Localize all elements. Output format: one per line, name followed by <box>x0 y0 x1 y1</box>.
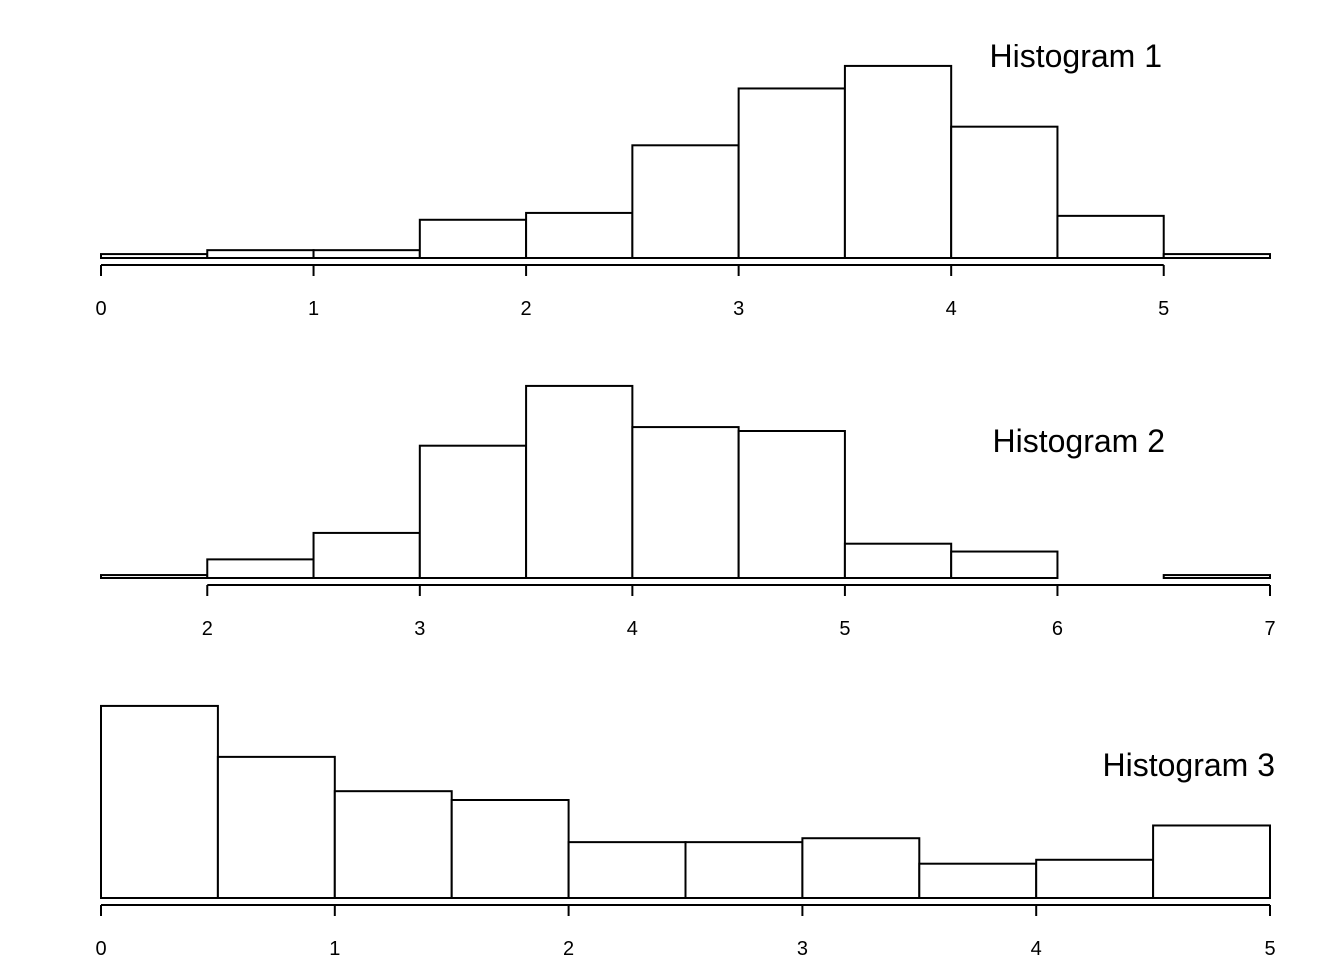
chart-title: Histogram 2 <box>993 423 1166 459</box>
bar-3-3 <box>333 790 453 899</box>
histogram-panel-1: 0 1 2 3 4 5 Histogram 1 <box>95 38 1272 320</box>
bar-1-6 <box>631 144 740 259</box>
histogram-panel-2: 2 3 4 5 6 7 Histogram 2 <box>100 384 1276 640</box>
bar-2-1 <box>100 574 209 579</box>
bar-2-9 <box>950 550 1059 579</box>
x-tick-label: 7 <box>1264 618 1275 640</box>
x-tick-label: 5 <box>839 618 850 640</box>
x-tick-label: 1 <box>308 298 319 320</box>
x-tick-label: 0 <box>95 938 106 960</box>
bar-3-9 <box>1035 858 1155 900</box>
bar-2-5 <box>525 384 634 580</box>
x-tick-label: 2 <box>521 298 532 320</box>
bar-3-10 <box>1152 824 1271 899</box>
x-tick-label: 2 <box>563 938 574 960</box>
bar-1-8 <box>843 64 953 259</box>
x-tick-label: 3 <box>797 938 808 960</box>
bar-2-4 <box>418 444 528 580</box>
bar-1-3 <box>312 249 421 260</box>
chart-title: Histogram 3 <box>1103 747 1276 783</box>
bar-3-8 <box>918 862 1038 900</box>
x-tick-label: 0 <box>95 298 106 320</box>
bar-2-8 <box>843 542 953 580</box>
bar-2-11 <box>1162 574 1272 579</box>
x-tick-label: 1 <box>329 938 340 960</box>
bar-2-2 <box>206 558 315 580</box>
bar-1-11 <box>1162 253 1272 260</box>
histogram-panels: 0 1 2 3 4 5 Histogram 1 2 3 4 5 6 7 Histogram 2 0 1 2 3 4 5… <box>95 38 1276 960</box>
x-tick-label: 3 <box>414 618 425 640</box>
bar-1-5 <box>525 211 634 259</box>
x-tick-label: 6 <box>1052 618 1063 640</box>
bar-3-7 <box>801 837 921 899</box>
bar-3-4 <box>450 799 570 899</box>
bar-1-2 <box>206 249 315 260</box>
bar-1-10 <box>1056 214 1165 259</box>
bar-2-7 <box>737 430 846 579</box>
bar-1-4 <box>418 218 528 259</box>
bar-3-2 <box>216 755 336 899</box>
x-tick-label: 4 <box>1031 938 1042 960</box>
bar-3-6 <box>684 841 804 900</box>
bar-3-5 <box>567 841 687 900</box>
bar-2-6 <box>631 426 740 579</box>
histogram-panel-3: 0 1 2 3 4 5 Histogram 3 <box>95 704 1276 960</box>
x-tick-label: 5 <box>1264 938 1275 960</box>
chart-title: Histogram 1 <box>990 38 1163 74</box>
x-tick-label: 5 <box>1158 298 1169 320</box>
bar-1-1 <box>100 253 209 260</box>
bar-3-1 <box>100 704 219 899</box>
x-tick-label: 4 <box>946 298 957 320</box>
x-tick-label: 4 <box>627 618 638 640</box>
x-tick-label: 3 <box>733 298 744 320</box>
bar-1-7 <box>737 87 846 259</box>
bar-2-3 <box>312 531 421 579</box>
bar-1-9 <box>950 125 1059 260</box>
x-tick-label: 2 <box>202 618 213 640</box>
